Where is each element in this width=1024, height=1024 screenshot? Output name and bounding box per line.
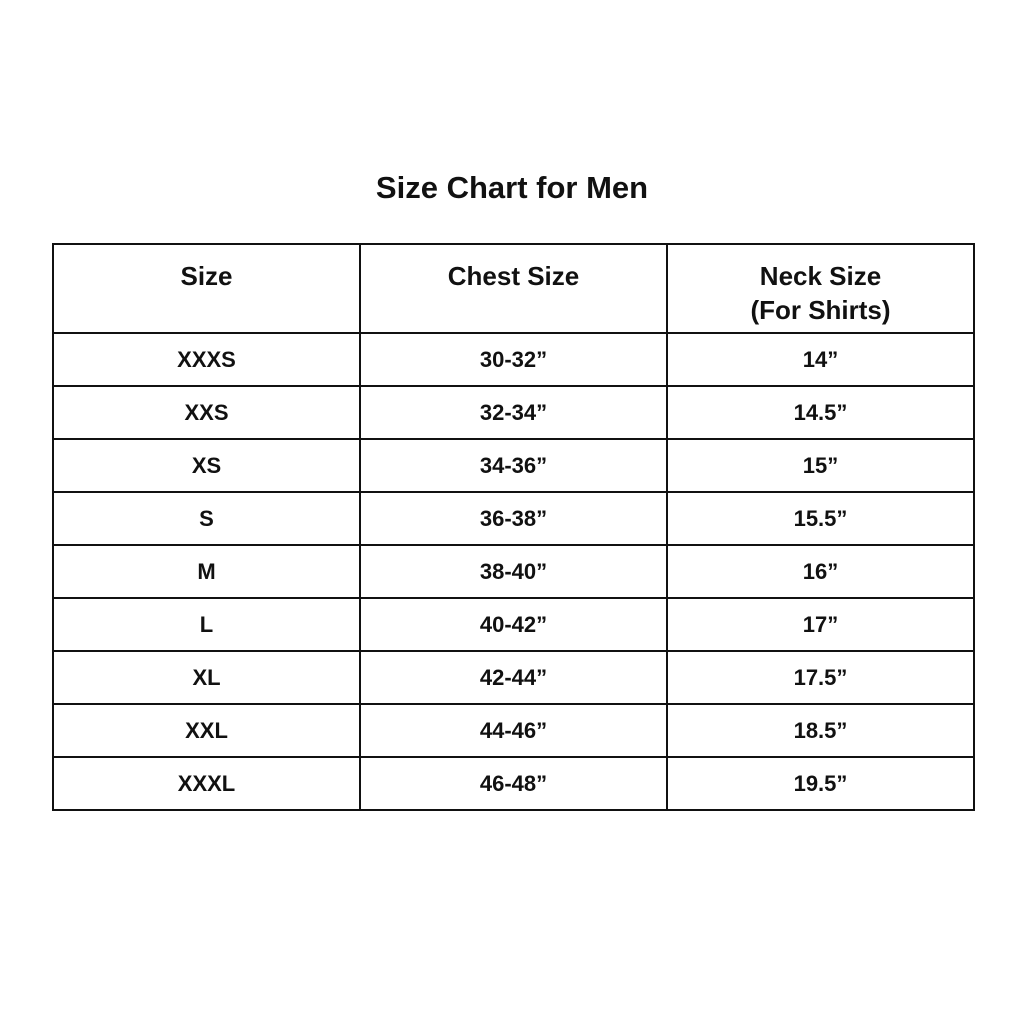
- chest-size-cell: 40-42”: [359, 597, 668, 652]
- neck-size-cell: 19.5”: [666, 756, 975, 811]
- neck-size-cell: 15”: [666, 438, 975, 493]
- neck-size-cell: 14.5”: [666, 385, 975, 440]
- chest-size-cell: 38-40”: [359, 544, 668, 599]
- table-row: XXS 32-34” 14.5”: [52, 385, 975, 440]
- size-chart-table: Size Chest Size Neck Size (For Shirts) XX…: [52, 243, 975, 811]
- size-cell: L: [52, 597, 361, 652]
- header-neck-size: Neck Size (For Shirts): [666, 243, 975, 334]
- table-row: L 40-42” 17”: [52, 597, 975, 652]
- chest-size-cell: 34-36”: [359, 438, 668, 493]
- table-row: XXXL 46-48” 19.5”: [52, 756, 975, 811]
- neck-size-cell: 17”: [666, 597, 975, 652]
- neck-size-cell: 16”: [666, 544, 975, 599]
- header-neck-size-note: (For Shirts): [750, 295, 891, 325]
- table-row: M 38-40” 16”: [52, 544, 975, 599]
- size-cell: S: [52, 491, 361, 546]
- table-row: XL 42-44” 17.5”: [52, 650, 975, 705]
- chest-size-cell: 46-48”: [359, 756, 668, 811]
- neck-size-cell: 15.5”: [666, 491, 975, 546]
- table-row: XXL 44-46” 18.5”: [52, 703, 975, 758]
- size-cell: XXXS: [52, 332, 361, 387]
- header-neck-size-label: Neck Size: [759, 261, 882, 291]
- neck-size-cell: 14”: [666, 332, 975, 387]
- size-cell: XXL: [52, 703, 361, 758]
- chest-size-cell: 32-34”: [359, 385, 668, 440]
- table-row: XXXS 30-32” 14”: [52, 332, 975, 387]
- neck-size-cell: 18.5”: [666, 703, 975, 758]
- size-cell: XXS: [52, 385, 361, 440]
- page-title: Size Chart for Men: [375, 170, 649, 205]
- size-cell: M: [52, 544, 361, 599]
- size-cell: XXXL: [52, 756, 361, 811]
- chest-size-cell: 42-44”: [359, 650, 668, 705]
- size-cell: XS: [52, 438, 361, 493]
- header-row: Size Chest Size Neck Size (For Shirts): [52, 243, 975, 334]
- chest-size-cell: 44-46”: [359, 703, 668, 758]
- neck-size-cell: 17.5”: [666, 650, 975, 705]
- table-row: S 36-38” 15.5”: [52, 491, 975, 546]
- size-cell: XL: [52, 650, 361, 705]
- chest-size-cell: 36-38”: [359, 491, 668, 546]
- table-row: XS 34-36” 15”: [52, 438, 975, 493]
- header-size: Size: [52, 243, 361, 334]
- header-chest-size: Chest Size: [359, 243, 668, 334]
- chest-size-cell: 30-32”: [359, 332, 668, 387]
